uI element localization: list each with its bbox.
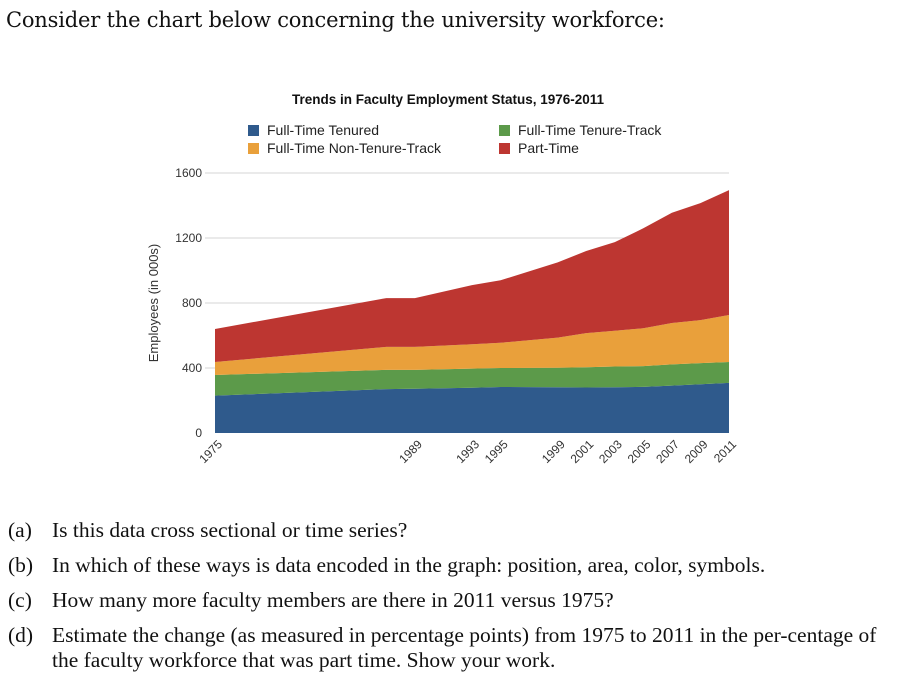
legend-swatch [248, 143, 259, 154]
y-axis-ticks: 0 400 800 1200 1600 [175, 166, 202, 440]
legend-item-full-time-non-tenure-track: Full-Time Non-Tenure-Track [248, 140, 442, 156]
question-list: (a) Is this data cross sectional or time… [8, 518, 888, 683]
x-tick-label: 2003 [596, 437, 625, 466]
question-text: In which of these ways is data encoded i… [52, 553, 766, 577]
legend-item-full-time-tenure-track: Full-Time Tenure-Track [499, 122, 662, 138]
y-axis-label: Employees (in 000s) [146, 244, 161, 363]
question-text: Estimate the change (as measured in perc… [52, 623, 877, 672]
question-text: How many more faculty members are there … [52, 588, 614, 612]
question-label: (b) [8, 553, 34, 577]
x-tick-label: 2007 [653, 437, 682, 466]
area-full-time-non-tenure-track [215, 315, 729, 375]
y-tick-label: 400 [182, 361, 202, 375]
x-tick-label: 1999 [539, 437, 568, 466]
question-text: Is this data cross sectional or time ser… [52, 518, 408, 542]
x-tick-label: 2009 [682, 437, 711, 466]
legend-label: Full-Time Non-Tenure-Track [267, 140, 442, 156]
question-b: (b) In which of these ways is data encod… [8, 553, 888, 578]
legend-swatch [248, 125, 259, 136]
x-tick-label: 1995 [482, 437, 511, 466]
legend-swatch [499, 143, 510, 154]
x-tick-label: 1975 [196, 437, 225, 466]
legend-label: Part-Time [518, 140, 579, 156]
y-tick-label: 1600 [175, 166, 202, 180]
chart-title: Trends in Faculty Employment Status, 197… [292, 92, 605, 107]
legend-swatch [499, 125, 510, 136]
y-tick-label: 800 [182, 296, 202, 310]
x-tick-label: 2001 [568, 437, 597, 466]
x-tick-label: 2005 [625, 437, 654, 466]
intro-text: Consider the chart below concerning the … [6, 8, 665, 32]
x-tick-label: 1993 [453, 437, 482, 466]
question-label: (d) [8, 623, 34, 647]
area-part-time [215, 190, 729, 362]
question-d: (d) Estimate the change (as measured in … [8, 623, 888, 673]
legend: Full-Time Tenured Full-Time Tenure-Track F… [248, 122, 662, 156]
legend-label: Full-Time Tenure-Track [518, 122, 662, 138]
stacked-area-chart: Trends in Faculty Employment Status, 197… [146, 92, 739, 466]
x-tick-label: 2011 [711, 437, 739, 465]
y-tick-label: 1200 [175, 231, 202, 245]
area-full-time-tenured [215, 382, 729, 433]
area-full-time-tenure-track [215, 362, 729, 396]
legend-item-full-time-tenured: Full-Time Tenured [248, 122, 379, 138]
x-tick-label: 1989 [396, 437, 425, 466]
area-layers [215, 190, 729, 433]
question-a: (a) Is this data cross sectional or time… [8, 518, 888, 543]
legend-label: Full-Time Tenured [267, 122, 379, 138]
x-axis-ticks: 1975 1989 1993 1995 1999 2001 2003 2005 2007 2009… [196, 437, 739, 466]
question-label: (c) [8, 588, 32, 612]
question-label: (a) [8, 518, 32, 542]
legend-item-part-time: Part-Time [499, 140, 579, 156]
question-c: (c) How many more faculty members are th… [8, 588, 888, 613]
y-tick-label: 0 [195, 426, 202, 440]
